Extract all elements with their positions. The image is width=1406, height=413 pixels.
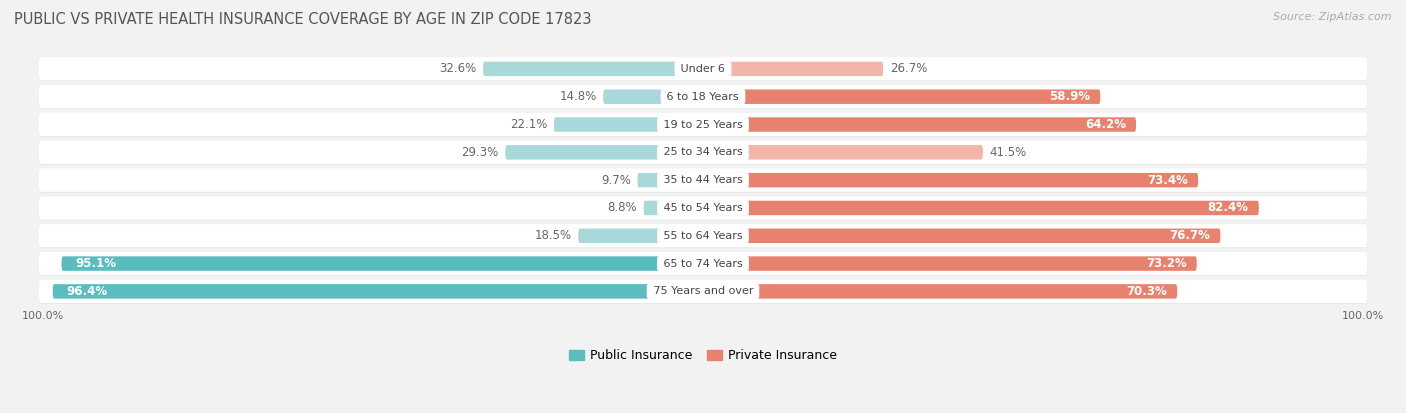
FancyBboxPatch shape <box>38 196 1368 220</box>
FancyBboxPatch shape <box>703 256 1197 271</box>
FancyBboxPatch shape <box>38 85 1368 109</box>
Text: 18.5%: 18.5% <box>534 229 571 242</box>
FancyBboxPatch shape <box>38 113 1368 136</box>
Text: 100.0%: 100.0% <box>21 311 65 321</box>
FancyBboxPatch shape <box>644 201 703 215</box>
FancyBboxPatch shape <box>38 252 1368 276</box>
Text: 55 to 64 Years: 55 to 64 Years <box>659 231 747 241</box>
FancyBboxPatch shape <box>703 62 883 76</box>
FancyBboxPatch shape <box>53 284 703 299</box>
FancyBboxPatch shape <box>505 145 703 159</box>
Text: Source: ZipAtlas.com: Source: ZipAtlas.com <box>1274 12 1392 22</box>
FancyBboxPatch shape <box>38 169 1368 192</box>
Text: 95.1%: 95.1% <box>75 257 117 270</box>
FancyBboxPatch shape <box>703 284 1177 299</box>
FancyBboxPatch shape <box>62 256 703 271</box>
Text: 76.7%: 76.7% <box>1170 229 1211 242</box>
Text: 82.4%: 82.4% <box>1208 202 1249 214</box>
Text: 26.7%: 26.7% <box>890 62 927 76</box>
FancyBboxPatch shape <box>38 252 1368 275</box>
Text: Under 6: Under 6 <box>678 64 728 74</box>
FancyBboxPatch shape <box>38 169 1368 192</box>
FancyBboxPatch shape <box>38 141 1368 164</box>
FancyBboxPatch shape <box>703 117 1136 132</box>
Text: PUBLIC VS PRIVATE HEALTH INSURANCE COVERAGE BY AGE IN ZIP CODE 17823: PUBLIC VS PRIVATE HEALTH INSURANCE COVER… <box>14 12 592 27</box>
Text: 70.3%: 70.3% <box>1126 285 1167 298</box>
Text: 8.8%: 8.8% <box>607 202 637 214</box>
Text: 75 Years and over: 75 Years and over <box>650 286 756 297</box>
FancyBboxPatch shape <box>38 141 1368 164</box>
FancyBboxPatch shape <box>38 85 1368 108</box>
Text: 96.4%: 96.4% <box>66 285 107 298</box>
Text: 64.2%: 64.2% <box>1085 118 1126 131</box>
FancyBboxPatch shape <box>38 57 1368 81</box>
FancyBboxPatch shape <box>38 280 1368 303</box>
FancyBboxPatch shape <box>703 145 983 159</box>
FancyBboxPatch shape <box>703 173 1198 188</box>
FancyBboxPatch shape <box>38 225 1368 248</box>
Text: 100.0%: 100.0% <box>1341 311 1385 321</box>
Text: 41.5%: 41.5% <box>990 146 1026 159</box>
FancyBboxPatch shape <box>484 62 703 76</box>
Text: 35 to 44 Years: 35 to 44 Years <box>659 175 747 185</box>
FancyBboxPatch shape <box>637 173 703 188</box>
Text: 25 to 34 Years: 25 to 34 Years <box>659 147 747 157</box>
Text: 32.6%: 32.6% <box>439 62 477 76</box>
Text: 73.2%: 73.2% <box>1146 257 1187 270</box>
FancyBboxPatch shape <box>38 280 1368 304</box>
FancyBboxPatch shape <box>554 117 703 132</box>
FancyBboxPatch shape <box>703 201 1258 215</box>
Text: 73.4%: 73.4% <box>1147 173 1188 187</box>
FancyBboxPatch shape <box>38 224 1368 247</box>
Text: 58.9%: 58.9% <box>1049 90 1090 103</box>
FancyBboxPatch shape <box>703 228 1220 243</box>
Text: 6 to 18 Years: 6 to 18 Years <box>664 92 742 102</box>
Text: 45 to 54 Years: 45 to 54 Years <box>659 203 747 213</box>
Text: 19 to 25 Years: 19 to 25 Years <box>659 119 747 130</box>
FancyBboxPatch shape <box>603 90 703 104</box>
FancyBboxPatch shape <box>578 228 703 243</box>
Text: 29.3%: 29.3% <box>461 146 499 159</box>
FancyBboxPatch shape <box>703 90 1101 104</box>
Text: 65 to 74 Years: 65 to 74 Years <box>659 259 747 268</box>
FancyBboxPatch shape <box>38 197 1368 220</box>
Text: 14.8%: 14.8% <box>560 90 596 103</box>
Text: 22.1%: 22.1% <box>510 118 547 131</box>
FancyBboxPatch shape <box>38 58 1368 81</box>
Legend: Public Insurance, Private Insurance: Public Insurance, Private Insurance <box>565 345 841 366</box>
FancyBboxPatch shape <box>38 114 1368 137</box>
Text: 9.7%: 9.7% <box>600 173 631 187</box>
